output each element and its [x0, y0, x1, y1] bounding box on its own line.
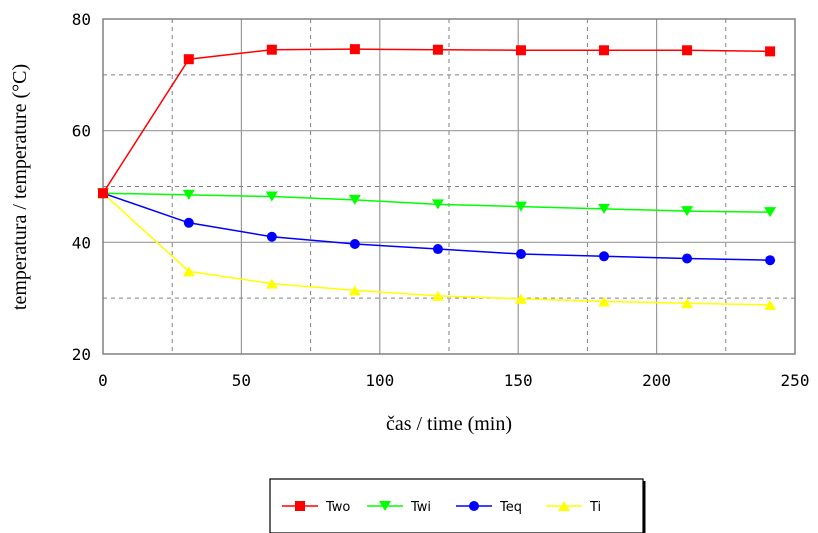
data-point-triangle-down [598, 203, 611, 214]
data-point-square [682, 45, 693, 56]
x-tick-label: 150 [504, 371, 533, 390]
data-point-square [765, 46, 776, 57]
y-axis-title: temperatura / temperature (°C) [9, 64, 31, 310]
legend-item-twi: Twi [367, 500, 431, 515]
data-point-circle [599, 251, 610, 262]
data-point-square [295, 501, 305, 511]
data-point-circle [765, 255, 776, 266]
data-point-square [349, 44, 360, 55]
data-point-triangle-up [764, 299, 777, 310]
legend-label: Teq [499, 500, 522, 515]
data-point-triangle-up [514, 293, 527, 304]
data-point-circle [682, 253, 693, 264]
data-point-triangle-down [681, 206, 694, 217]
grid-lines [103, 19, 795, 354]
series-twi [97, 188, 777, 218]
data-point-circle [183, 217, 194, 228]
y-axis-ticks: 20 40 60 80 [72, 10, 91, 364]
data-point-triangle-up [558, 501, 570, 511]
y-tick-label: 40 [72, 233, 91, 252]
data-point-circle [349, 239, 360, 250]
plot-area-frame [102, 18, 796, 355]
x-axis-title: čas / time (min) [386, 413, 512, 435]
y-tick-label: 80 [72, 10, 91, 29]
data-point-triangle-down [348, 194, 361, 205]
data-point-circle [515, 249, 526, 260]
x-axis-ticks: 0 50 100 150 200 250 [98, 371, 809, 390]
x-tick-label: 200 [642, 371, 671, 390]
legend-item-ti: Ti [546, 500, 601, 515]
legend-label: Two [325, 500, 350, 515]
data-point-square [98, 188, 108, 199]
y-tick-label: 20 [72, 345, 91, 364]
data-point-circle [266, 231, 277, 242]
data-point-square [515, 45, 526, 56]
series-line-two [102, 48, 771, 194]
x-tick-label: 100 [365, 371, 394, 390]
legend-label: Twi [410, 500, 431, 515]
x-tick-label: 50 [232, 371, 251, 390]
data-point-square [183, 54, 194, 65]
data-point-triangle-down [265, 191, 278, 202]
legend-item-two: Two [282, 500, 350, 515]
data-point-triangle-down [764, 207, 777, 218]
y-tick-label: 60 [72, 122, 91, 141]
data-point-triangle-up [431, 290, 444, 301]
data-point-square [599, 45, 610, 56]
series-two [98, 44, 776, 199]
legend: Two Twi Teq Ti [269, 478, 646, 533]
data-point-triangle-down [431, 199, 444, 210]
data-point-triangle-up [681, 298, 694, 309]
series-ti [97, 188, 777, 310]
data-point-triangle-up [182, 266, 195, 277]
data-point-square [432, 44, 443, 55]
x-tick-label: 0 [98, 371, 108, 390]
series-layer [97, 44, 777, 310]
data-point-triangle-up [598, 296, 611, 307]
legend-label: Ti [589, 500, 601, 515]
legend-item-teq: Teq [456, 500, 522, 515]
data-point-triangle-down [379, 501, 391, 511]
data-point-circle [432, 244, 443, 255]
x-tick-label: 250 [781, 371, 810, 390]
data-point-triangle-up [348, 285, 361, 296]
data-point-square [266, 44, 277, 55]
data-point-triangle-down [514, 201, 527, 212]
data-point-circle [469, 501, 479, 511]
data-point-triangle-down [182, 189, 195, 200]
data-point-triangle-up [265, 278, 278, 289]
